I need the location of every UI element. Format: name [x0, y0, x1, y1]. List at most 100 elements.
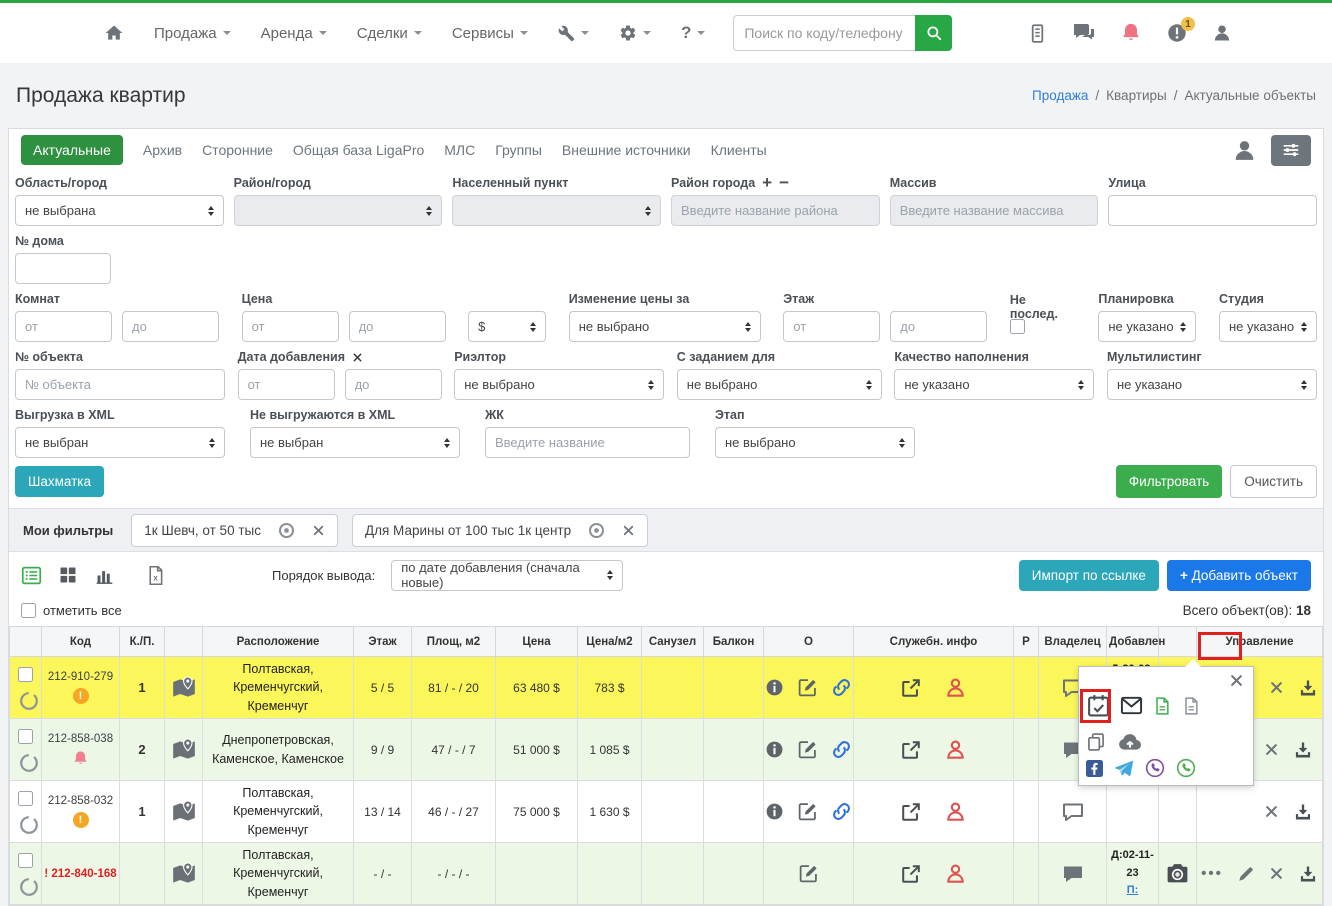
tab-arhiv[interactable]: Архив	[143, 142, 182, 158]
minus-icon[interactable]: −	[779, 178, 789, 188]
tab-obshchaya-baza[interactable]: Общая база LigaPro	[293, 142, 424, 158]
add-object-button[interactable]: + Добавить объект	[1167, 560, 1311, 591]
status-ring-icon[interactable]	[18, 876, 40, 898]
row-checkbox[interactable]	[18, 791, 33, 806]
download-icon[interactable]	[1298, 864, 1318, 884]
excel-export-icon[interactable]	[145, 565, 166, 586]
owner-icon[interactable]	[944, 676, 967, 699]
tab-klienty[interactable]: Клиенты	[711, 142, 767, 158]
izmenenie-select[interactable]: не выбрано	[569, 311, 761, 342]
shahmatka-button[interactable]: Шахматка	[15, 466, 104, 497]
more-actions-icon[interactable]: •••	[1201, 869, 1223, 879]
massiv-input[interactable]	[890, 195, 1099, 226]
raion-goroda-input[interactable]	[671, 195, 880, 226]
delete-icon[interactable]	[1264, 742, 1279, 757]
owner-icon[interactable]	[944, 862, 967, 885]
clear-date-icon[interactable]	[352, 352, 363, 363]
import-by-link-button[interactable]: Импорт по ссылке	[1019, 560, 1159, 591]
tab-storonnie[interactable]: Сторонние	[202, 142, 273, 158]
menu-servisy[interactable]: Сервисы	[452, 25, 528, 42]
object-code[interactable]: 212-858-038	[48, 733, 113, 745]
raion-gorod-select[interactable]	[234, 195, 443, 226]
pdf-green-icon[interactable]	[1152, 696, 1172, 716]
info-icon[interactable]	[765, 740, 784, 759]
photo-date-link[interactable]: П:	[1127, 884, 1139, 896]
nomer-doma-input[interactable]	[15, 253, 111, 284]
remove-filter-icon[interactable]	[312, 524, 325, 537]
ne-vygruzka-xml-select[interactable]: не выбран	[250, 427, 460, 458]
clear-button[interactable]: Очистить	[1230, 465, 1317, 498]
edit-icon[interactable]	[798, 863, 819, 884]
object-code[interactable]: 212-910-279	[48, 671, 113, 683]
search-button[interactable]	[915, 15, 952, 51]
delete-icon[interactable]	[1269, 680, 1284, 695]
select-all-checkbox[interactable]	[21, 603, 36, 618]
telegram-icon[interactable]	[1114, 758, 1134, 778]
comment-bubble-icon[interactable]	[1061, 800, 1085, 824]
nomer-obekta-input[interactable]	[15, 369, 225, 400]
owner-icon[interactable]	[944, 738, 967, 761]
filter-settings-button[interactable]	[1271, 135, 1311, 166]
link-icon[interactable]	[831, 677, 852, 698]
breadcrumb-link-prodazha[interactable]: Продажа	[1032, 88, 1088, 103]
tab-mls[interactable]: МЛС	[444, 142, 475, 158]
order-select[interactable]: по дате добавления (сначала новые)	[391, 560, 623, 591]
download-icon[interactable]	[1293, 740, 1313, 760]
external-link-icon[interactable]	[900, 863, 922, 885]
cloud-upload-icon[interactable]	[1117, 729, 1143, 755]
owner-icon[interactable]	[944, 800, 967, 823]
list-view-icon[interactable]	[21, 565, 42, 586]
etap-select[interactable]: не выбрано	[715, 427, 915, 458]
row-checkbox[interactable]	[18, 853, 33, 868]
tab-vneshnie[interactable]: Внешние источники	[562, 142, 691, 158]
download-icon[interactable]	[1298, 678, 1318, 698]
eye-icon[interactable]	[587, 521, 606, 540]
map-pin-icon[interactable]	[171, 861, 197, 887]
status-ring-icon[interactable]	[18, 690, 40, 712]
map-pin-icon[interactable]	[171, 737, 197, 763]
rieltor-select[interactable]: не выбрано	[454, 369, 664, 400]
etazh-to-input[interactable]	[890, 311, 987, 342]
menu-arenda[interactable]: Аренда	[261, 25, 327, 42]
settings-menu[interactable]	[619, 24, 651, 42]
eye-icon[interactable]	[277, 521, 296, 540]
plus-icon[interactable]: +	[762, 178, 772, 188]
close-icon[interactable]	[1229, 673, 1244, 688]
alerts-icon[interactable]: 1	[1166, 22, 1188, 44]
search-input[interactable]	[733, 15, 915, 51]
date-to-input[interactable]	[345, 369, 442, 400]
calendar-check-icon[interactable]	[1086, 693, 1111, 718]
komnat-to-input[interactable]	[122, 311, 219, 342]
download-icon[interactable]	[1293, 802, 1313, 822]
notifications-bell-icon[interactable]	[1120, 22, 1142, 44]
row-checkbox[interactable]	[18, 667, 33, 682]
copy-icon[interactable]	[1086, 732, 1106, 752]
s-zadaniem-select[interactable]: не выбрано	[677, 369, 882, 400]
tsena-from-input[interactable]	[242, 311, 339, 342]
pdf-gray-icon[interactable]	[1181, 696, 1201, 716]
edit-icon[interactable]	[797, 801, 818, 822]
nas-punkt-select[interactable]	[452, 195, 661, 226]
planirovka-select[interactable]: не указано	[1098, 311, 1196, 342]
info-icon[interactable]	[765, 802, 784, 821]
map-pin-icon[interactable]	[171, 675, 197, 701]
link-icon[interactable]	[831, 739, 852, 760]
tab-aktualnye[interactable]: Актуальные	[21, 135, 123, 165]
edit-icon[interactable]	[797, 677, 818, 698]
delete-icon[interactable]	[1269, 866, 1284, 881]
status-ring-icon[interactable]	[18, 814, 40, 836]
studiya-select[interactable]: не указано	[1219, 311, 1317, 342]
delete-icon[interactable]	[1264, 804, 1279, 819]
object-code[interactable]: 212-840-168	[51, 868, 116, 880]
oblast-select[interactable]: не выбрана	[15, 195, 224, 226]
grid-view-icon[interactable]	[58, 565, 78, 585]
multilisting-select[interactable]: не указано	[1107, 369, 1317, 400]
viber-icon[interactable]	[1145, 758, 1165, 778]
row-checkbox[interactable]	[18, 729, 33, 744]
filter-chip[interactable]: 1к Шевч, от 50 тыс	[131, 514, 338, 547]
filter-button[interactable]: Фильтровать	[1116, 465, 1222, 498]
external-link-icon[interactable]	[900, 677, 922, 699]
link-icon[interactable]	[831, 801, 852, 822]
whatsapp-icon[interactable]	[1176, 758, 1196, 778]
menu-prodazha[interactable]: Продажа	[154, 25, 231, 42]
